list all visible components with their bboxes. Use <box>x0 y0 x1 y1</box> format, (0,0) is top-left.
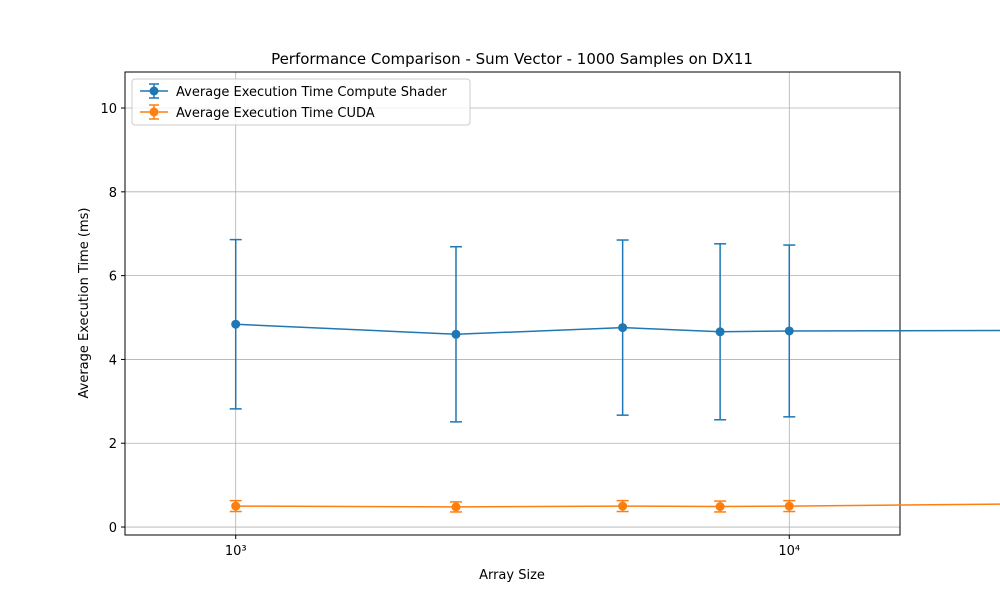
plot-frame <box>124 71 901 536</box>
y-tick-label: 0 <box>109 521 117 536</box>
legend-label: Average Execution Time CUDA <box>176 106 375 121</box>
x-tick-label: 10³ <box>225 544 247 559</box>
marker <box>784 501 794 511</box>
legend: Average Execution Time Compute Shader Ave… <box>131 78 471 126</box>
marker <box>618 323 628 333</box>
series <box>229 238 1000 423</box>
marker <box>451 502 461 512</box>
y-tick-label: 4 <box>109 353 117 368</box>
x-axis-label: Array Size <box>479 568 545 583</box>
marker <box>231 501 241 511</box>
marker <box>451 329 461 339</box>
marker <box>784 326 794 336</box>
y-axis-label: Average Execution Time (ms) <box>77 208 92 399</box>
legend-label: Average Execution Time Compute Shader <box>176 85 448 100</box>
y-tick-label: 8 <box>109 186 117 201</box>
chart-title: Performance Comparison - Sum Vector - 10… <box>271 50 753 68</box>
legend-frame <box>131 78 471 126</box>
y-tick-label: 10 <box>100 102 117 117</box>
marker <box>715 502 725 512</box>
marker <box>618 501 628 511</box>
marker <box>715 327 725 337</box>
x-tick-label: 10⁴ <box>778 544 800 559</box>
series-line <box>235 323 1000 336</box>
y-tick-label: 6 <box>109 270 117 285</box>
series <box>229 499 1000 513</box>
y-tick-label: 2 <box>109 437 117 452</box>
legend-marker <box>149 86 159 96</box>
series-line <box>235 503 1000 508</box>
marker <box>231 319 241 329</box>
legend-marker <box>149 107 159 117</box>
